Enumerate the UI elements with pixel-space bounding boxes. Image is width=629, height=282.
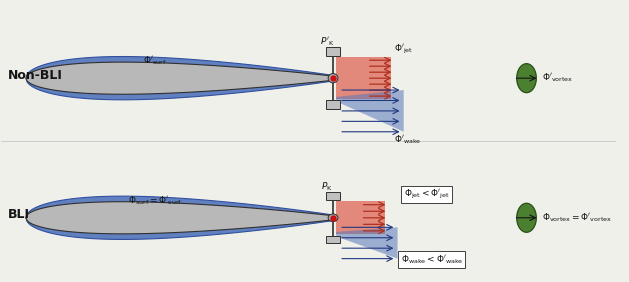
Polygon shape — [336, 57, 391, 99]
Text: $P_\mathrm{K}$: $P_\mathrm{K}$ — [321, 180, 333, 193]
Text: $\Phi_\mathrm{vortex} = \Phi'_\mathrm{vortex}$: $\Phi_\mathrm{vortex} = \Phi'_\mathrm{vo… — [542, 212, 613, 224]
Text: $P'_\mathrm{K}$: $P'_\mathrm{K}$ — [320, 36, 334, 48]
Text: Non-BLI: Non-BLI — [8, 69, 62, 82]
Polygon shape — [26, 202, 333, 234]
Text: $\Phi_\mathrm{surf} = \Phi'_\mathrm{surf}$: $\Phi_\mathrm{surf} = \Phi'_\mathrm{surf… — [128, 194, 182, 207]
Polygon shape — [336, 90, 404, 132]
Polygon shape — [326, 192, 340, 200]
Text: $\Phi'_\mathrm{jet}$: $\Phi'_\mathrm{jet}$ — [394, 43, 414, 56]
Polygon shape — [26, 56, 333, 100]
Polygon shape — [326, 236, 340, 243]
Polygon shape — [336, 227, 398, 259]
Ellipse shape — [516, 203, 537, 232]
Text: $\Phi'_\mathrm{surf}$: $\Phi'_\mathrm{surf}$ — [143, 54, 167, 67]
Ellipse shape — [328, 74, 338, 83]
Polygon shape — [26, 62, 333, 94]
Polygon shape — [26, 196, 333, 239]
Polygon shape — [336, 201, 385, 234]
Polygon shape — [326, 47, 340, 56]
Ellipse shape — [516, 64, 537, 93]
Polygon shape — [326, 100, 340, 109]
Text: $\Phi'_\mathrm{vortex}$: $\Phi'_\mathrm{vortex}$ — [542, 72, 574, 84]
Ellipse shape — [328, 214, 338, 222]
Text: BLI: BLI — [8, 208, 30, 221]
Text: $\Phi_\mathrm{wake} < \Phi'_\mathrm{wake}$: $\Phi_\mathrm{wake} < \Phi'_\mathrm{wake… — [401, 254, 463, 266]
Text: $\Phi'_\mathrm{wake}$: $\Phi'_\mathrm{wake}$ — [394, 134, 422, 146]
Text: $\Phi_\mathrm{jet} < \Phi'_\mathrm{jet}$: $\Phi_\mathrm{jet} < \Phi'_\mathrm{jet}$ — [404, 188, 450, 201]
